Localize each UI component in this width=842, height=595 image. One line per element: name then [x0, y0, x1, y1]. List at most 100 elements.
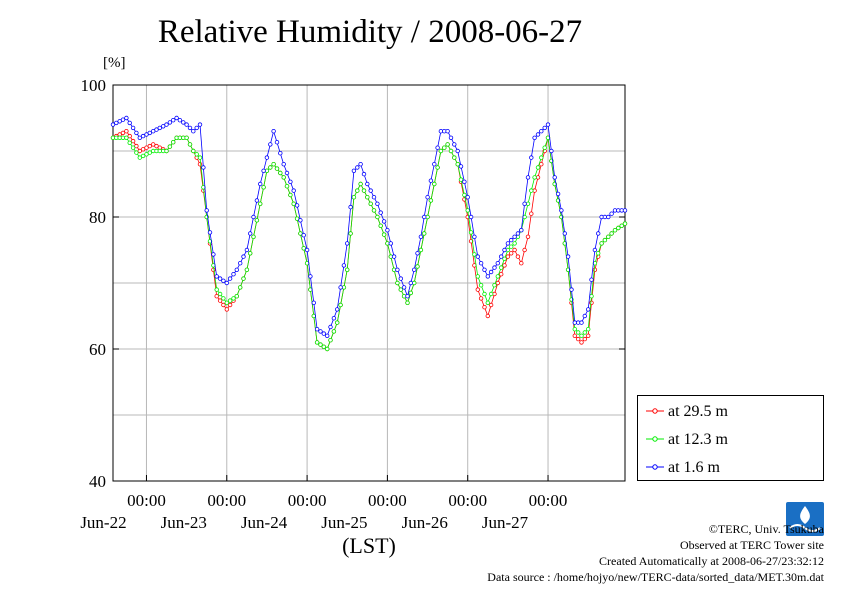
series-point: [445, 142, 450, 147]
series-point: [415, 251, 420, 256]
series-point: [422, 214, 427, 220]
series-point: [375, 201, 380, 206]
series-point: [291, 188, 296, 193]
series-point: [606, 214, 611, 220]
series-point: [602, 237, 608, 243]
series-point: [211, 252, 216, 257]
series-point: [140, 133, 146, 139]
series-point: [321, 331, 326, 336]
series-point: [422, 231, 427, 236]
series-point: [525, 234, 531, 239]
legend-label-1m: at 1.6 m: [668, 459, 720, 476]
y-tick-labels: 40 60 80 100: [81, 76, 625, 491]
series-point: [365, 194, 370, 200]
series-point: [582, 336, 587, 342]
series-point: [134, 130, 139, 136]
series-point: [579, 333, 584, 338]
legend: at 29.5 m at 12.3 m at 1.6 m: [637, 395, 824, 481]
series-point: [358, 161, 363, 167]
series-point: [338, 302, 343, 308]
series-point: [345, 267, 350, 272]
series-point: [361, 171, 367, 177]
observed-text: Observed at TERC Tower site: [679, 538, 824, 552]
series-point: [110, 122, 116, 127]
series-point: [311, 300, 316, 305]
series-point: [174, 115, 179, 121]
series-point: [304, 247, 310, 253]
series-point: [328, 324, 333, 330]
series-point: [462, 179, 467, 184]
series-point: [452, 142, 457, 147]
series-point: [371, 208, 377, 213]
series-point: [237, 261, 243, 266]
series-point: [412, 267, 417, 272]
series-point: [167, 144, 173, 149]
series-point: [258, 181, 263, 187]
series-point: [509, 251, 514, 256]
series-point: [549, 148, 554, 154]
series-point: [586, 333, 591, 338]
x-tick-time-label: 00:00: [368, 491, 407, 510]
series-point: [130, 125, 136, 131]
series-point: [217, 276, 223, 281]
series-point: [381, 232, 387, 237]
series-point: [589, 300, 594, 305]
series-point: [495, 274, 500, 279]
series-point: [227, 298, 233, 303]
series-point: [381, 219, 387, 224]
series-point: [284, 183, 290, 189]
series-point: [401, 285, 407, 290]
x-tick-labels: 00:00Jun-2200:00Jun-2300:00Jun-2400:00Ju…: [80, 475, 567, 532]
series-point: [539, 155, 544, 160]
series-point: [532, 175, 537, 180]
series-point: [318, 342, 323, 347]
series-point: [505, 241, 511, 246]
series-point: [318, 329, 323, 334]
series-line: [113, 137, 626, 350]
series-point: [509, 244, 514, 249]
series-point: [271, 128, 276, 134]
series-point: [197, 155, 203, 160]
series-point: [157, 125, 162, 131]
series-point: [522, 247, 527, 253]
series-point: [535, 165, 541, 170]
x-tick-date-label: Jun-22: [80, 513, 126, 532]
series-point: [405, 294, 410, 299]
series-point: [488, 269, 494, 275]
series-point: [170, 139, 176, 145]
series-point: [301, 246, 306, 251]
series-point: [201, 165, 206, 170]
series-point: [398, 287, 403, 292]
series-point: [499, 254, 504, 259]
series-point: [147, 143, 152, 149]
series-point: [227, 302, 233, 308]
series-point: [589, 277, 594, 282]
terc-logo: [786, 502, 824, 536]
series-point: [435, 165, 440, 170]
series-point: [224, 280, 229, 286]
series-point: [425, 194, 430, 200]
series-point: [465, 208, 470, 213]
series-point: [485, 300, 490, 305]
series-point: [542, 125, 547, 131]
series-point: [435, 145, 440, 150]
series-point: [124, 135, 129, 140]
series-point: [408, 280, 413, 286]
series-point: [475, 274, 480, 279]
series-point: [207, 230, 213, 235]
series-point: [197, 122, 203, 127]
series-point: [452, 155, 457, 160]
series-point: [478, 296, 484, 301]
series-point: [622, 221, 628, 226]
series-point: [137, 148, 142, 154]
series-point: [589, 294, 594, 299]
series-point: [358, 181, 363, 187]
series-point: [281, 175, 286, 180]
series-point: [261, 168, 266, 173]
series-point: [268, 142, 273, 147]
series-point: [395, 267, 400, 272]
series-point: [455, 148, 460, 154]
series-layer: [110, 115, 628, 352]
series-point: [187, 142, 193, 147]
series-point: [137, 135, 142, 140]
